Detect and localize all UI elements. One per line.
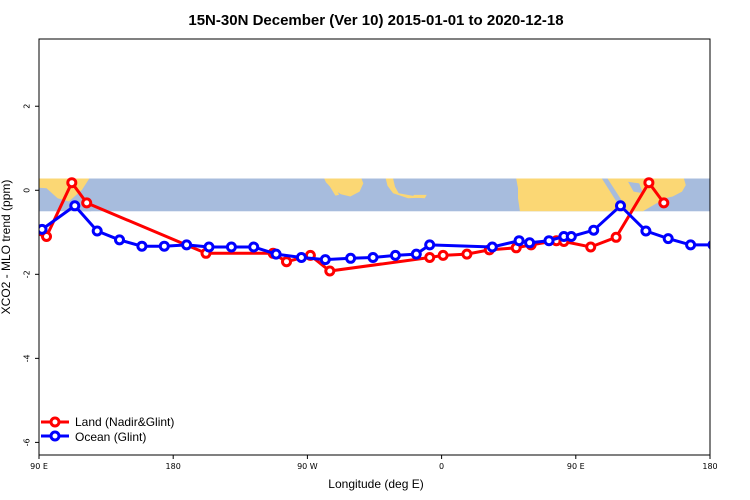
data-point	[91, 225, 103, 237]
data-point	[731, 241, 739, 249]
x-tick-label: 90 W	[297, 462, 318, 471]
x-tick-label: 180	[166, 462, 181, 471]
axes: 90 E 180 90 W 0 90 E 180 2 0 -2 -4 -6	[23, 104, 718, 471]
map-water-persian-gulf	[628, 181, 643, 194]
y-axis-label: XCO2 - MLO trend (ppm)	[0, 180, 13, 315]
map-land-india-right	[710, 179, 750, 202]
map-land-baja	[326, 180, 340, 196]
legend: Land (Nadir&Glint) Ocean (Glint)	[41, 415, 174, 444]
data-point	[225, 241, 237, 253]
data-point	[640, 225, 652, 237]
legend-marker-ocean	[49, 430, 61, 442]
data-point	[513, 235, 525, 247]
legend-marker-land	[49, 416, 61, 428]
data-point	[324, 265, 336, 277]
data-point	[319, 254, 331, 266]
data-point	[486, 241, 498, 253]
x-axis-label: Longitude (deg E)	[328, 477, 423, 491]
world-map-band	[39, 178, 750, 212]
map-land-florida-cuba	[385, 178, 425, 199]
data-point	[345, 252, 357, 264]
y-tick-label: 0	[23, 188, 32, 193]
data-point	[461, 248, 473, 260]
data-point	[66, 177, 78, 189]
data-point	[610, 231, 622, 243]
map-water-red-sea	[601, 178, 623, 203]
data-point	[658, 197, 670, 209]
data-point	[136, 240, 148, 252]
map-land-hispaniola	[413, 194, 427, 199]
x-tick-label: 0	[439, 462, 444, 471]
data-point	[588, 224, 600, 236]
map-land-sahara-arabia	[516, 178, 686, 212]
data-point	[181, 239, 193, 251]
data-point	[524, 237, 536, 249]
y-tick-label: -2	[23, 270, 32, 278]
data-point	[81, 197, 93, 209]
data-point	[615, 200, 626, 212]
data-point	[248, 241, 260, 253]
data-point	[424, 239, 436, 251]
data-point	[69, 200, 81, 212]
data-point	[114, 234, 125, 246]
series-ocean	[39, 200, 739, 266]
data-point	[410, 248, 422, 260]
map-land-indochina-right	[723, 179, 747, 197]
data-point	[565, 231, 577, 242]
data-point	[685, 239, 697, 251]
data-point	[389, 249, 401, 261]
data-point	[203, 241, 215, 253]
data-point	[367, 252, 379, 263]
data-point	[424, 252, 436, 263]
x-tick-label: 90 E	[30, 462, 48, 471]
series-lines	[39, 177, 739, 277]
data-point	[270, 248, 282, 260]
y-tick-label: -4	[23, 354, 32, 362]
legend-label-land: Land (Nadir&Glint)	[75, 415, 174, 429]
y-tick-label: 2	[23, 104, 32, 109]
data-point	[662, 233, 674, 245]
data-point	[643, 177, 655, 189]
map-land-mexico	[324, 178, 364, 197]
series-land	[39, 177, 670, 277]
data-point	[158, 240, 170, 252]
data-point	[39, 223, 48, 235]
chart-title: 15N-30N December (Ver 10) 2015-01-01 to …	[188, 12, 563, 29]
data-point	[543, 235, 555, 247]
y-tick-label: -6	[23, 438, 32, 446]
x-tick-label: 180	[702, 462, 717, 471]
data-point	[437, 249, 449, 261]
plot-frame	[38, 38, 711, 456]
data-point	[281, 256, 292, 268]
data-point	[295, 252, 307, 263]
data-point	[585, 241, 597, 253]
legend-label-ocean: Ocean (Glint)	[75, 430, 146, 444]
x-tick-label: 90 E	[567, 462, 585, 471]
